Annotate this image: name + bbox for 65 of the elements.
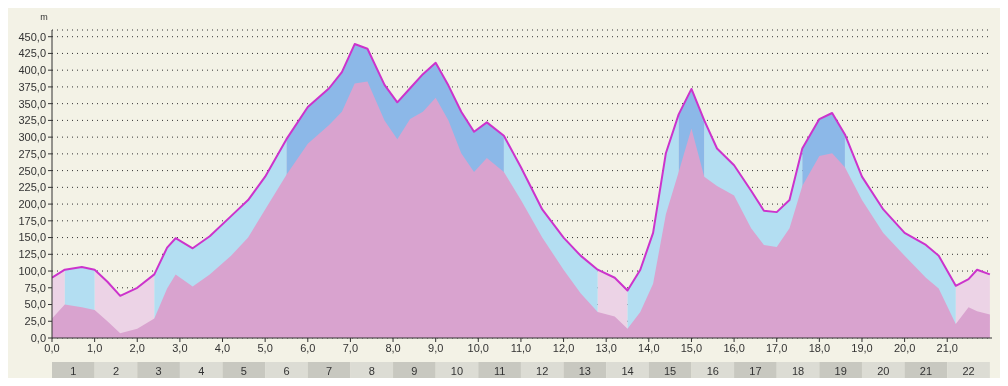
x2-tick-label: 19 [834, 365, 847, 377]
x-tick-label: 20,0 [893, 341, 916, 354]
y-tick-label: 275,0 [18, 147, 46, 160]
y-tick-label: 450,0 [18, 30, 46, 43]
x-tick-label: 9,0 [428, 341, 444, 354]
x2-tick-label: 10 [450, 365, 464, 377]
y-tick-label: 300,0 [18, 131, 46, 144]
x2-tick-label: 6 [283, 365, 290, 377]
y-tick-label: 225,0 [18, 181, 46, 194]
line-series [52, 43, 991, 297]
x2-tick-label: 18 [791, 365, 805, 377]
x-tick-label: 11,0 [510, 341, 532, 354]
x2-tick-label: 5 [240, 365, 247, 377]
x-tick-label: 18,0 [808, 341, 831, 354]
x2-tick-label: 1 [70, 365, 77, 377]
x-tick-label: 8,0 [385, 341, 401, 354]
x2-tick-label: 17 [749, 365, 762, 377]
x-tick-label: 13,0 [595, 341, 617, 354]
x2-tick-label: 12 [536, 365, 549, 377]
x2-tick-label: 22 [962, 365, 975, 377]
y-tick-label: 350,0 [18, 97, 46, 110]
x2-tick-label: 21 [919, 365, 933, 377]
x-tick-label: 2,0 [129, 341, 145, 354]
x2-tick-label: 15 [664, 365, 677, 377]
x-tick-label: 0,0 [44, 341, 60, 354]
y-tick-label: 325,0 [18, 114, 46, 127]
y-tick-label: 25,0 [24, 315, 46, 328]
x2-tick-label: 7 [326, 365, 333, 377]
y-tick-label: 375,0 [18, 80, 46, 93]
x-tick-label: 21,0 [936, 341, 958, 354]
x2-tick-label: 2 [112, 365, 120, 377]
y-tick-label: 125,0 [18, 248, 46, 261]
x-tick-label: 10,0 [467, 341, 490, 354]
y-tick-label: 150,0 [18, 231, 46, 244]
x2-tick-label: 16 [706, 365, 719, 377]
x2-tick-label: 8 [368, 365, 375, 377]
x2-tick-label: 14 [621, 365, 634, 377]
x-tick-label: 17,0 [766, 341, 788, 354]
x-tick-label: 19,0 [851, 341, 873, 354]
y-tick-label: 100,0 [18, 264, 46, 277]
x-tick-label: 12,0 [552, 341, 575, 354]
x-tick-label: 3,0 [172, 341, 188, 354]
y-tick-label: 75,0 [24, 281, 46, 294]
y-tick-label: 425,0 [18, 47, 46, 60]
x2-tick-label: 11 [493, 365, 506, 377]
x-tick-label: 16,0 [723, 341, 745, 354]
y-axis-title: m [40, 12, 48, 22]
y-tick-label: 175,0 [18, 214, 46, 227]
x-tick-label: 4,0 [214, 341, 231, 354]
y-tick-label: 0,0 [30, 331, 46, 344]
x-tick-label: 15,0 [680, 341, 703, 354]
x2-tick-label: 3 [155, 365, 162, 377]
y-tick-label: 200,0 [18, 197, 46, 210]
x2-tick-label: 4 [198, 365, 205, 377]
x-tick-label: 6,0 [300, 341, 316, 354]
x2-tick-label: 9 [411, 365, 418, 377]
x-tick-label: 1,0 [86, 341, 103, 354]
x-tick-label: 7,0 [342, 341, 359, 354]
y-tick-label: 250,0 [18, 164, 46, 177]
y-tick-label: 400,0 [18, 64, 46, 77]
x-tick-label: 5,0 [257, 341, 273, 354]
x2-tick-label: 13 [578, 365, 591, 377]
x2-tick-label: 20 [877, 365, 890, 377]
x-tick-label: 14,0 [638, 341, 660, 354]
y-tick-label: 50,0 [24, 298, 46, 311]
